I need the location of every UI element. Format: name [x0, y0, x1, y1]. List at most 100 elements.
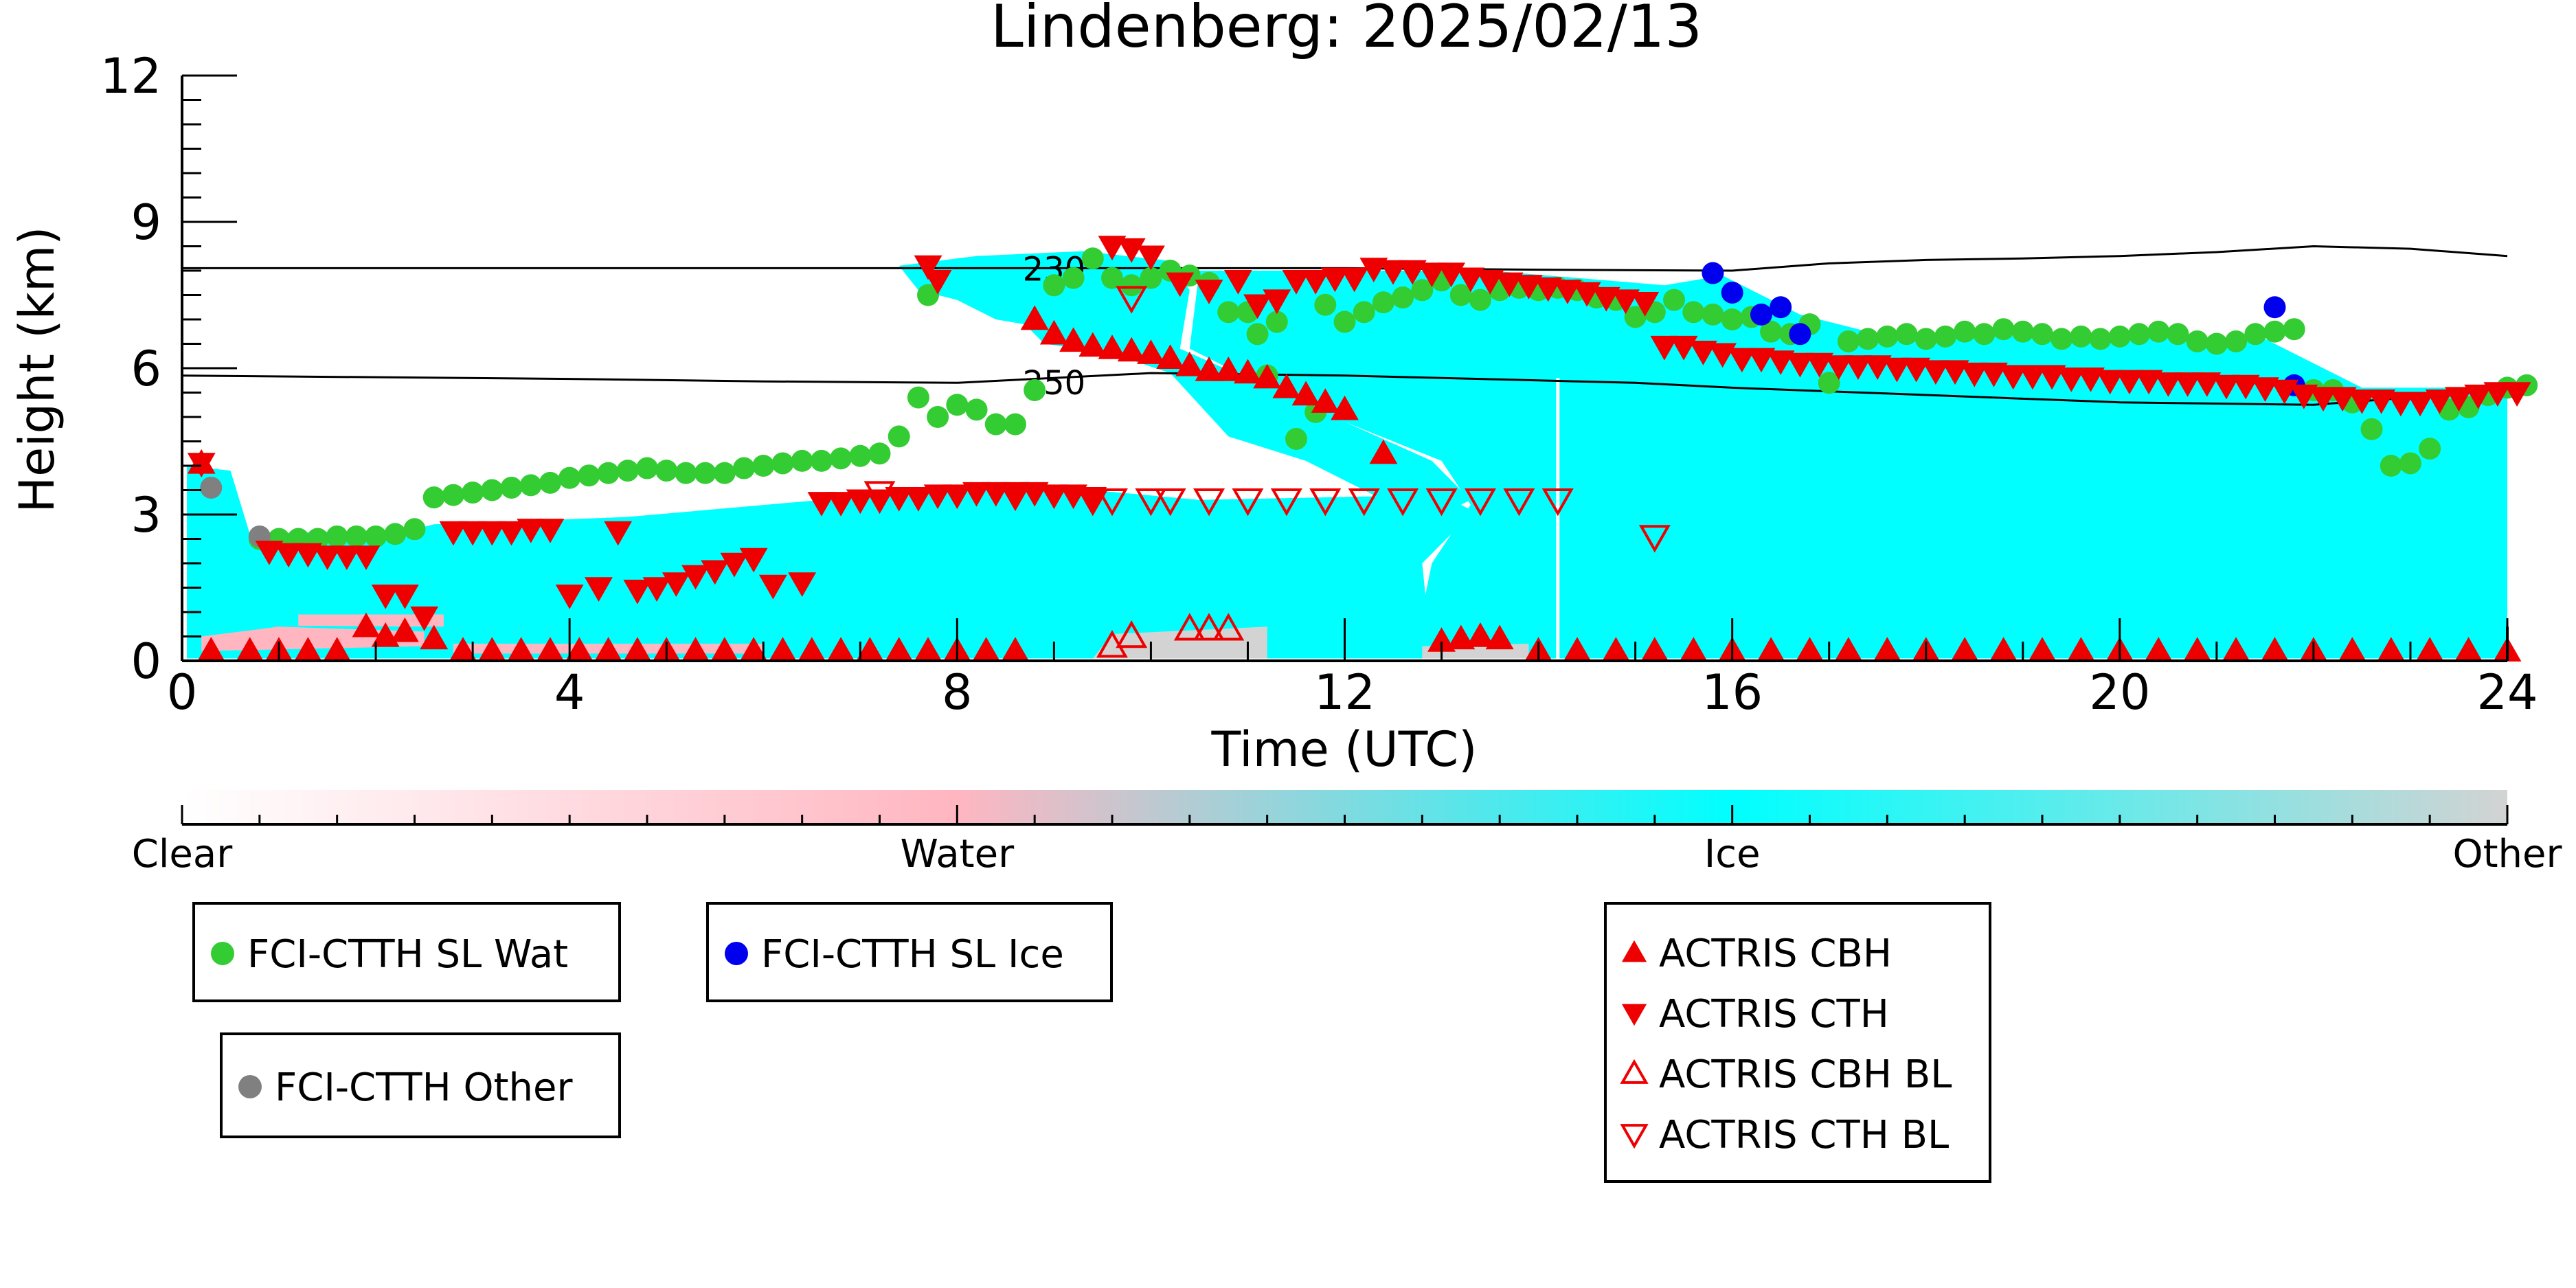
point-fci-ctth-sl-wat-27 [771, 452, 794, 475]
point-actris-cth-bl-8 [1232, 488, 1264, 517]
point-actris-cbh-42 [1253, 363, 1282, 389]
legend-label-fci-ctth-sl-wat: FCI-CTTH SL Wat [247, 932, 568, 977]
point-fci-ctth-sl-wat-76 [1663, 289, 1686, 311]
point-fci-ctth-sl-wat-33 [888, 425, 910, 448]
y-tick-label: 0 [131, 633, 161, 690]
point-fci-ctth-sl-wat-24 [713, 462, 736, 484]
point-actris-cth-21 [662, 572, 690, 597]
point-actris-cth-58 [1379, 260, 1408, 285]
series-actris-cbh [187, 305, 2522, 662]
point-actris-cth-63 [1476, 270, 1504, 295]
point-actris-cth-107 [2328, 387, 2357, 412]
point-actris-cth-16 [555, 585, 584, 609]
point-fci-ctth-sl-wat-93 [1992, 318, 2015, 341]
point-actris-cbh-bl-1 [1116, 620, 1148, 648]
point-actris-cth-60 [1418, 262, 1446, 288]
classification-colorbar: Clear Water Ice Other [132, 790, 2562, 877]
point-fci-ctth-sl-wat-11 [462, 482, 484, 504]
point-actris-cth-96 [2115, 370, 2144, 395]
point-actris-cth-49 [1195, 280, 1223, 304]
point-actris-cth-bl-16 [1541, 488, 1574, 517]
point-actris-cth-bl-6 [1154, 488, 1186, 517]
point-fci-ctth-sl-wat-25 [733, 457, 756, 479]
legend-marker-actris-cth [1621, 1004, 1647, 1026]
point-actris-cth-11 [458, 521, 487, 546]
point-fci-ctth-sl-wat-56 [1285, 427, 1307, 450]
point-fci-ctth-sl-wat-79 [1721, 308, 1743, 330]
point-fci-ctth-sl-wat-101 [2147, 320, 2170, 343]
point-actris-cbh-bl-4 [1212, 613, 1245, 641]
point-fci-ctth-sl-wat-85 [1837, 330, 1860, 352]
point-actris-cth-bl-14 [1464, 488, 1496, 517]
colorbar-label-other: Other [2452, 832, 2562, 877]
point-actris-cth-85 [1902, 357, 1931, 383]
point-actris-cth-bl-9 [1270, 488, 1302, 517]
point-actris-cth-bl-4 [1116, 286, 1148, 314]
point-actris-cth-40 [1039, 484, 1068, 510]
point-actris-cth-bl-17 [1638, 525, 1671, 553]
point-fci-ctth-sl-wat-74 [1624, 306, 1647, 328]
point-actris-cbh-31 [1039, 319, 1068, 345]
point-fci-ctth-sl-wat-6 [365, 525, 387, 547]
x-axis-label: Time (UTC) [1211, 721, 1478, 778]
point-actris-cth-bl-1 [999, 483, 1031, 512]
point-actris-cth-19 [623, 579, 652, 605]
point-actris-cth-76 [1728, 348, 1756, 373]
point-actris-cth-86 [1921, 360, 1950, 385]
point-actris-cbh-8 [390, 617, 419, 642]
colorbar-label-ice: Ice [1704, 832, 1761, 877]
point-actris-cth-15 [536, 519, 565, 543]
point-actris-cbh-47 [1369, 439, 1398, 464]
point-fci-ctth-sl-ice-2 [1750, 303, 1772, 326]
point-fci-ctth-sl-wat-32 [868, 442, 891, 465]
point-actris-cbh-37 [1156, 344, 1185, 369]
point-fci-ctth-sl-wat-63 [1411, 279, 1434, 302]
point-actris-cbh-51 [1485, 624, 1514, 650]
point-actris-cth-110 [2386, 392, 2415, 417]
cloud-classification-field [187, 251, 2507, 659]
point-actris-cbh-39 [1195, 356, 1223, 381]
point-actris-cth-bl-15 [1503, 488, 1535, 517]
point-actris-cbh-32 [1059, 327, 1087, 352]
point-actris-cth-bl-11 [1348, 488, 1380, 517]
point-actris-cth-bl-13 [1425, 488, 1458, 517]
point-actris-cth-113 [2445, 387, 2473, 412]
point-fci-ctth-sl-wat-87 [1876, 325, 1899, 348]
legend-frame [1604, 902, 1991, 1183]
legend-frame [192, 902, 621, 1002]
point-fci-ctth-sl-wat-102 [2167, 323, 2189, 346]
point-fci-ctth-sl-wat-41 [917, 284, 940, 306]
point-fci-ctth-sl-wat-96 [2050, 328, 2073, 350]
y-tick-label: 6 [131, 341, 161, 397]
x-tick-label: 12 [1314, 664, 1375, 721]
x-tick-label: 24 [2476, 664, 2538, 721]
point-actris-cbh-46 [1331, 395, 1359, 420]
point-fci-ctth-sl-wat-10 [442, 484, 464, 506]
point-actris-cbh-44 [1291, 381, 1320, 406]
point-actris-cth-46 [1117, 238, 1146, 263]
x-tick-label: 20 [2089, 664, 2150, 721]
point-actris-cbh-49 [1447, 624, 1476, 650]
point-fci-ctth-sl-wat-59 [1333, 310, 1356, 333]
point-actris-cth-25 [739, 547, 768, 573]
point-actris-cth-bl-5 [1135, 488, 1167, 517]
point-fci-ctth-sl-wat-92 [1973, 323, 1996, 346]
point-actris-cth-99 [2173, 372, 2202, 397]
point-actris-cth-54 [1301, 270, 1330, 295]
point-fci-ctth-sl-wat-103 [2186, 330, 2208, 352]
point-actris-cth-70 [1612, 289, 1640, 315]
point-fci-ctth-sl-wat-19 [616, 460, 639, 482]
point-fci-ctth-sl-wat-88 [1895, 323, 1918, 346]
legend-label-actris-cbh: ACTRIS CBH [1659, 931, 1892, 976]
legend-marker-fci-ctth-sl-wat [211, 942, 234, 965]
point-actris-cbh-35 [1117, 337, 1146, 362]
legend-marker-actris-cbh-bl [1620, 1059, 1649, 1084]
y-tick-label: 3 [131, 487, 161, 543]
point-actris-cth-22 [681, 565, 710, 590]
point-actris-cth-bl-12 [1387, 488, 1419, 517]
point-actris-cth-18 [604, 521, 633, 546]
point-actris-cth-33 [904, 487, 933, 512]
legend-box-1: FCI-CTTH Other [220, 1032, 621, 1138]
